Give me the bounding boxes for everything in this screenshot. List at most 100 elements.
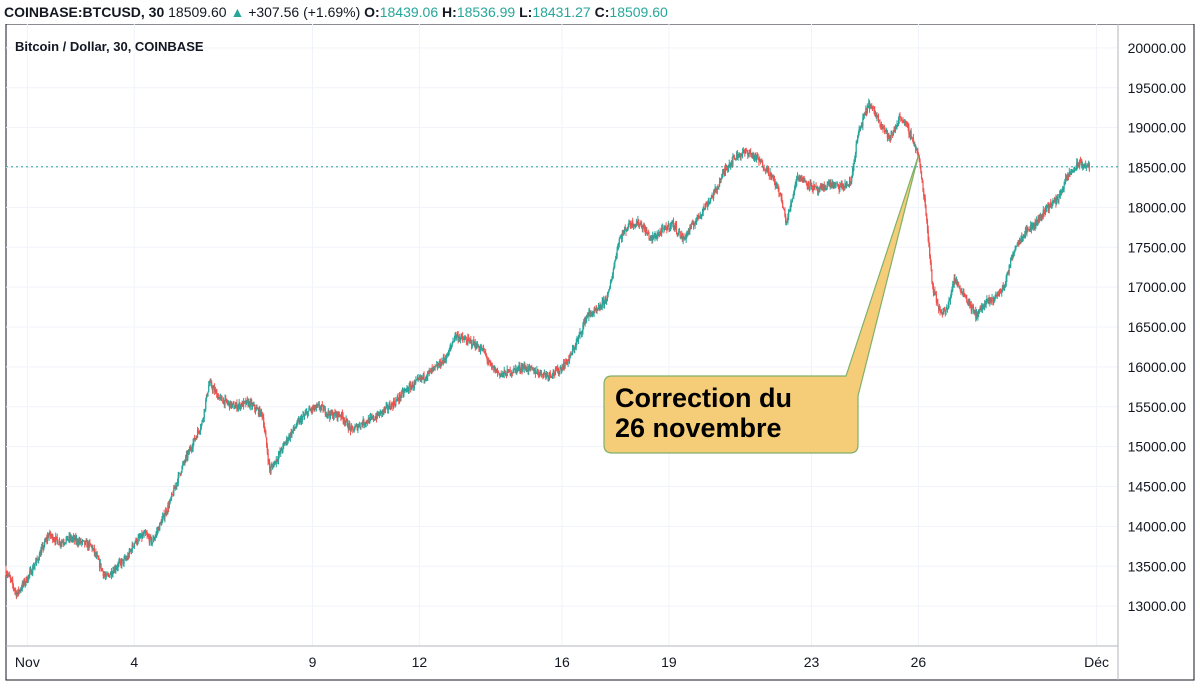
candle-body — [823, 184, 825, 189]
candle-body — [966, 301, 969, 303]
candle-body — [336, 411, 338, 419]
candle-body — [341, 412, 343, 417]
candle-body — [1032, 222, 1034, 228]
candle-body — [343, 420, 346, 423]
candle-body — [208, 385, 210, 392]
candle-body — [842, 187, 844, 189]
candle-body — [114, 567, 116, 571]
candle-body — [845, 184, 848, 188]
candle-body — [304, 413, 306, 416]
candle-body — [450, 346, 452, 348]
candle-body — [326, 413, 328, 416]
candle-body — [677, 233, 679, 234]
candle-body — [643, 226, 645, 228]
candle-body — [658, 233, 660, 236]
candle-body — [228, 402, 230, 403]
candle-body — [635, 222, 638, 225]
candle-body — [374, 419, 376, 421]
candle-body — [894, 128, 897, 131]
open-label: O: — [364, 4, 380, 20]
candle-body — [491, 365, 493, 367]
candle-body — [421, 377, 423, 379]
candle-body — [929, 246, 931, 256]
candle-body — [480, 347, 482, 349]
candle-body — [970, 304, 972, 311]
candle-body — [441, 360, 443, 366]
candle-body — [688, 230, 690, 233]
candle-body — [840, 184, 842, 187]
candle-body — [18, 589, 20, 593]
candle-body — [540, 370, 542, 375]
candle-body — [477, 346, 479, 348]
candle-body — [64, 543, 66, 544]
candle-body — [143, 532, 145, 536]
price-tick-label: 17000.00 — [1128, 279, 1187, 295]
candle-body — [320, 404, 323, 407]
candle-body — [819, 187, 821, 193]
candle-body — [302, 415, 304, 418]
candle-body — [906, 123, 909, 127]
candle-body — [173, 487, 176, 489]
candle-body — [665, 226, 667, 229]
candle-body — [359, 426, 361, 428]
candle-body — [446, 353, 448, 358]
candle-body — [237, 405, 240, 408]
candle-body — [813, 185, 815, 190]
candle-body — [38, 553, 41, 561]
candle-body — [36, 558, 38, 560]
candle-body — [339, 415, 341, 417]
candle-body — [330, 411, 332, 415]
candle-body — [211, 387, 214, 391]
candle-body — [413, 386, 415, 388]
candle-body — [1013, 253, 1015, 254]
candle-body — [468, 339, 470, 341]
candle-body — [660, 232, 662, 235]
candle-body — [60, 543, 62, 545]
candle-body — [858, 128, 860, 133]
candle-body — [496, 369, 498, 373]
candle-body — [284, 443, 286, 445]
candle-body — [502, 372, 505, 375]
candle-body — [219, 396, 222, 398]
candle-body — [919, 160, 921, 166]
candle-body — [621, 232, 623, 239]
candle-body — [159, 522, 162, 524]
candle-body — [563, 362, 565, 368]
candle-body — [729, 163, 731, 167]
candle-body — [698, 215, 701, 219]
symbol-name[interactable]: COINBASE:BTCUSD, 30 — [4, 4, 165, 20]
candle-body — [799, 176, 801, 179]
candle-body — [620, 236, 623, 239]
candle-body — [1018, 240, 1021, 245]
candle-body — [860, 126, 862, 130]
candle-body — [599, 305, 601, 309]
candle-body — [259, 408, 261, 416]
candle-body — [956, 279, 958, 285]
candle-body — [241, 402, 243, 407]
candle-body — [110, 571, 113, 576]
candle-body — [738, 155, 740, 158]
candle-body — [372, 416, 374, 419]
candle-body — [728, 163, 730, 167]
candle-body — [1028, 229, 1030, 231]
candle-body — [337, 412, 339, 419]
candle-body — [949, 299, 951, 301]
candle-body — [248, 401, 251, 407]
candle-body — [395, 400, 397, 406]
candle-body — [386, 405, 388, 406]
candle-body — [1063, 185, 1065, 190]
candle-body — [580, 331, 582, 333]
price-chart[interactable]: 20000.0019500.0019000.0018500.0018000.00… — [0, 24, 1200, 688]
candle-body — [1053, 201, 1056, 202]
candle-body — [422, 374, 424, 378]
candle-body — [934, 290, 936, 293]
annotation-callout[interactable]: Correction du 26 novembre — [603, 155, 919, 454]
price-axis-labels: 20000.0019500.0019000.0018500.0018000.00… — [1128, 40, 1187, 614]
candle-body — [473, 340, 475, 345]
candle-body — [865, 108, 867, 115]
candle-body — [712, 195, 714, 198]
candle-body — [567, 359, 569, 364]
candle-body — [390, 408, 392, 410]
candle-body — [358, 424, 360, 427]
candle-body — [873, 107, 875, 110]
